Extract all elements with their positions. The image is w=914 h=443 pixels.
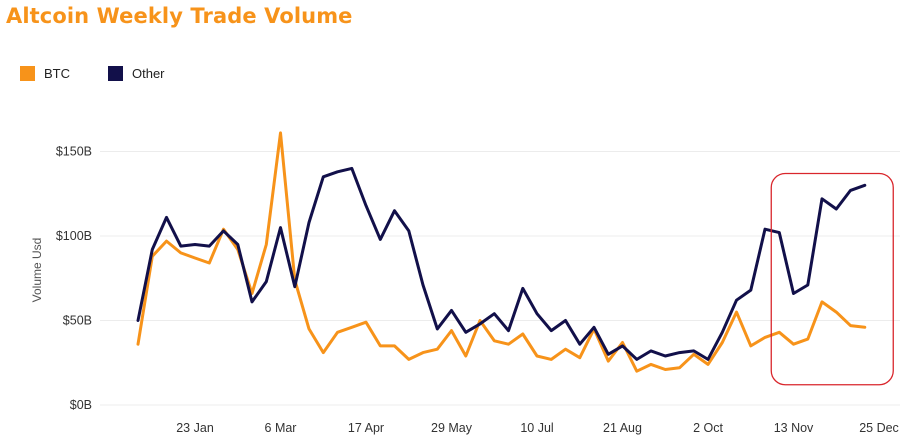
x-tick-label: 17 Apr xyxy=(348,421,384,435)
legend-item-other[interactable]: Other xyxy=(108,66,165,81)
x-tick-label: 29 May xyxy=(431,421,473,435)
grid-lines xyxy=(100,151,900,406)
y-tick-label: $0B xyxy=(70,398,92,412)
legend: BTC Other xyxy=(20,66,203,81)
legend-swatch-other xyxy=(108,66,123,81)
y-tick-label: $150B xyxy=(56,145,92,159)
x-tick-label: 2 Oct xyxy=(693,421,723,435)
x-tick-label: 23 Jan xyxy=(176,421,214,435)
y-tick-label: $100B xyxy=(56,229,92,243)
axis: $0B $50B $100B $150B 23 Jan 6 Mar 17 Apr 29 May… xyxy=(56,145,899,436)
series-line-other xyxy=(136,166,867,361)
legend-label-other: Other xyxy=(132,66,165,81)
y-tick-label: $50B xyxy=(63,314,92,328)
x-tick-label: 21 Aug xyxy=(603,421,642,435)
x-tick-label: 25 Dec xyxy=(859,421,899,435)
series xyxy=(136,131,867,373)
series-line-btc xyxy=(136,131,867,373)
x-tick-label: 6 Mar xyxy=(265,421,297,435)
highlight-box xyxy=(770,172,894,386)
x-tick-label: 13 Nov xyxy=(774,421,814,435)
legend-label-btc: BTC xyxy=(44,66,70,81)
y-axis-label: Volume Usd xyxy=(30,238,44,303)
legend-swatch-btc xyxy=(20,66,35,81)
legend-item-btc[interactable]: BTC xyxy=(20,66,70,81)
highlight-region xyxy=(770,172,894,386)
chart-title: Altcoin Weekly Trade Volume xyxy=(6,4,353,28)
x-tick-label: 10 Jul xyxy=(520,421,553,435)
